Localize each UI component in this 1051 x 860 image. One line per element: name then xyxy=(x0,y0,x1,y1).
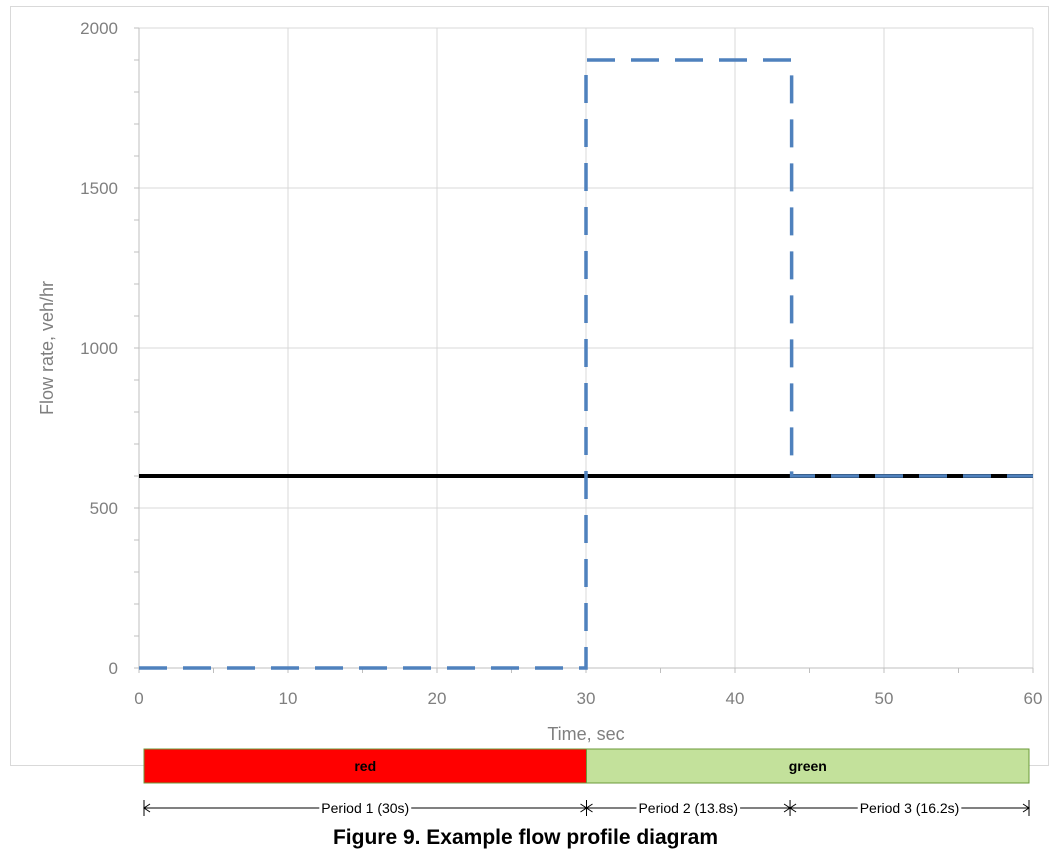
period-brackets: Period 1 (30s) Period 2 (13.8s) Period 3 (… xyxy=(143,800,1030,816)
series-lines xyxy=(139,58,1033,670)
y-axis-title: Flow rate, veh/hr xyxy=(37,281,57,415)
y-tick-label: 500 xyxy=(90,499,118,518)
axis-ticks xyxy=(134,27,1034,673)
tick-labels: 0 10 20 30 40 50 60 0 500 1000 1500 2000 xyxy=(80,19,1042,708)
x-axis-title: Time, sec xyxy=(547,724,624,744)
arrowhead xyxy=(783,803,791,813)
y-tick-label: 1000 xyxy=(80,339,118,358)
period-label: Period 1 (30s) xyxy=(321,800,409,816)
period-label: Period 2 (13.8s) xyxy=(638,800,738,816)
arrowhead xyxy=(789,803,797,813)
dashed-flow-series xyxy=(139,58,1033,670)
x-tick-label: 0 xyxy=(134,689,143,708)
x-tick-label: 50 xyxy=(875,689,894,708)
y-tick-label: 1500 xyxy=(80,179,118,198)
x-tick-label: 60 xyxy=(1024,689,1043,708)
y-tick-label: 0 xyxy=(109,659,118,678)
chart-frame xyxy=(10,6,1049,766)
arrowhead xyxy=(143,803,151,813)
arrowhead xyxy=(585,803,593,813)
figure-caption: Figure 9. Example flow profile diagram xyxy=(332,826,719,849)
arrowhead xyxy=(580,803,588,813)
x-tick-label: 40 xyxy=(726,689,745,708)
y-tick-label: 2000 xyxy=(80,19,118,38)
period-label: Period 3 (16.2s) xyxy=(860,800,960,816)
arrowhead xyxy=(1022,803,1030,813)
x-tick-label: 20 xyxy=(428,689,447,708)
x-tick-label: 10 xyxy=(279,689,298,708)
x-tick-label: 30 xyxy=(577,689,596,708)
